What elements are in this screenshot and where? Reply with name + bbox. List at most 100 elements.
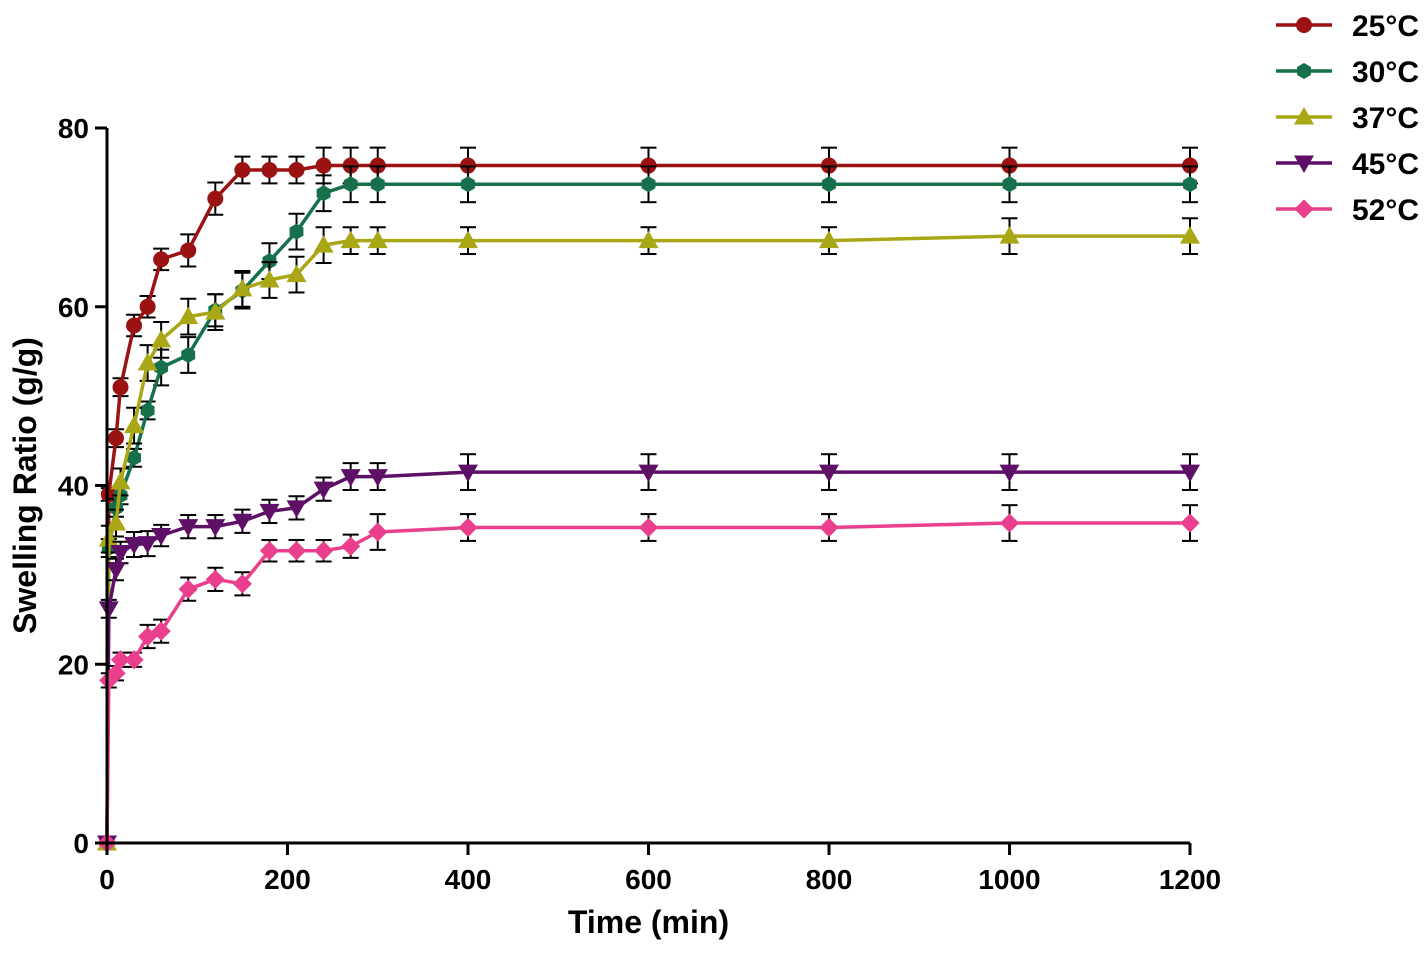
legend-label: 45°C <box>1352 148 1419 181</box>
data-point <box>110 471 131 490</box>
y-tick-label: 80 <box>58 113 89 144</box>
data-point <box>315 157 332 174</box>
data-point <box>367 230 388 249</box>
data-point <box>151 528 172 546</box>
data-point <box>154 359 169 376</box>
data-point <box>106 562 127 580</box>
data-point <box>205 302 226 320</box>
legend-item: 25°C <box>1276 10 1419 43</box>
data-point <box>1002 176 1017 193</box>
data-point <box>232 278 253 297</box>
data-point <box>180 242 197 259</box>
data-point <box>999 513 1020 533</box>
series-3 <box>97 217 1200 851</box>
legend-item: 30°C <box>1276 56 1419 89</box>
data-point <box>341 536 361 556</box>
y-tick-label: 40 <box>58 471 89 502</box>
data-point <box>178 519 199 537</box>
data-point <box>313 235 334 253</box>
data-point <box>112 379 129 396</box>
data-point <box>110 650 131 670</box>
data-point <box>343 176 358 193</box>
data-point <box>151 329 172 348</box>
x-tick-label: 600 <box>625 864 672 895</box>
data-point <box>138 626 158 647</box>
data-point <box>232 574 252 594</box>
data-point <box>124 536 145 555</box>
data-point <box>1183 176 1197 193</box>
y-tick-label: 0 <box>73 828 89 859</box>
x-tick-label: 1000 <box>978 864 1040 895</box>
data-point <box>124 415 145 434</box>
y-axis-title: Swelling Ratio (g/g) <box>7 337 43 634</box>
data-point <box>181 347 196 364</box>
data-point <box>261 162 278 179</box>
series-line <box>105 234 1190 844</box>
data-point <box>99 670 119 690</box>
data-point <box>368 522 388 542</box>
data-point <box>108 430 125 447</box>
data-point <box>458 230 478 249</box>
series-line <box>105 521 1190 844</box>
legend-marker <box>1294 199 1314 219</box>
data-point <box>819 517 839 538</box>
data-point <box>340 230 361 249</box>
data-point <box>259 541 280 561</box>
x-tick-label: 1200 <box>1159 864 1221 895</box>
data-point <box>178 306 199 325</box>
legend-marker <box>1294 155 1314 173</box>
legend-item: 45°C <box>1276 148 1419 181</box>
data-point <box>638 464 659 483</box>
data-point <box>205 519 226 537</box>
data-point <box>999 226 1020 244</box>
data-point <box>314 541 334 561</box>
data-point <box>153 251 170 268</box>
data-point <box>140 402 155 419</box>
legend: 25°C 30°C 37°C 45°C 52°C <box>1276 10 1419 227</box>
data-point <box>370 176 385 193</box>
data-point <box>151 621 171 641</box>
data-point <box>98 601 119 619</box>
data-point <box>819 464 839 483</box>
data-point <box>124 650 144 670</box>
data-point <box>106 513 127 531</box>
data-point <box>638 517 659 538</box>
data-point <box>205 569 225 589</box>
y-tick-label: 20 <box>58 649 89 680</box>
data-point <box>126 317 143 334</box>
data-point <box>367 469 388 487</box>
series-4 <box>97 453 1200 853</box>
data-point <box>286 541 307 561</box>
data-point <box>1180 226 1200 244</box>
data-point <box>340 469 361 487</box>
data-point <box>999 464 1020 483</box>
legend-item: 37°C <box>1276 102 1419 135</box>
legend-marker <box>1296 17 1312 33</box>
data-point <box>232 513 253 532</box>
data-point <box>207 190 224 207</box>
x-tick-label: 200 <box>264 864 311 895</box>
data-point <box>110 545 131 563</box>
data-point <box>137 536 158 554</box>
legend-label: 30°C <box>1352 56 1419 89</box>
data-point <box>137 353 158 371</box>
data-point <box>289 223 304 240</box>
series-5 <box>97 504 1200 853</box>
legend-label: 25°C <box>1352 10 1419 43</box>
y-axis-ticks: 0 20 40 60 80 <box>58 113 107 859</box>
data-point <box>127 449 142 466</box>
data-point <box>458 464 478 483</box>
data-point <box>1180 513 1200 533</box>
data-point <box>259 269 280 288</box>
data-point <box>316 185 331 202</box>
x-axis-ticks: 0 200 400 600 800 1000 1200 <box>99 843 1221 895</box>
legend-item: 52°C <box>1276 194 1419 227</box>
data-point <box>822 176 836 193</box>
x-tick-label: 800 <box>806 864 853 895</box>
x-tick-label: 400 <box>445 864 492 895</box>
data-point <box>641 176 656 193</box>
series-1 <box>99 146 1198 851</box>
data-point <box>178 579 198 599</box>
data-point <box>139 298 156 315</box>
